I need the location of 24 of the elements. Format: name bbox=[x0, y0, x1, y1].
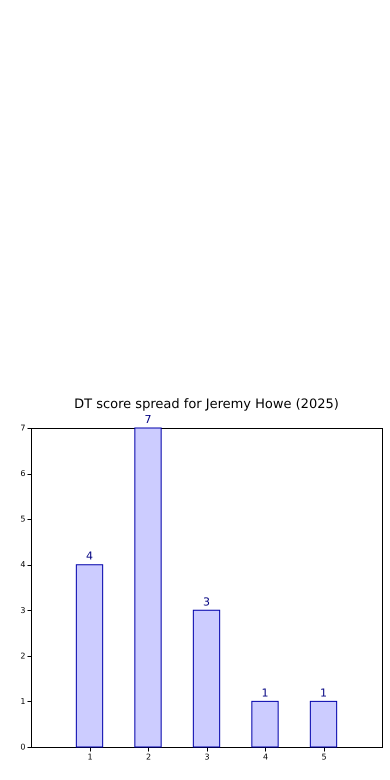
x-tick-label: 3 bbox=[204, 752, 210, 762]
x-tick-label: 5 bbox=[321, 752, 327, 762]
data-label: 3 bbox=[203, 595, 210, 608]
data-label: 1 bbox=[320, 686, 327, 700]
y-tick-label: 2 bbox=[20, 651, 26, 660]
x-tick-label: 4 bbox=[262, 752, 268, 762]
y-tick-label: 4 bbox=[20, 560, 26, 570]
x-tick-label: 1 bbox=[87, 752, 93, 762]
y-tick-label: 3 bbox=[20, 606, 26, 615]
data-label: 4 bbox=[86, 550, 93, 563]
chart-title: DT score spread for Jeremy Howe (2025) bbox=[74, 397, 339, 412]
data-label: 7 bbox=[144, 413, 152, 426]
bar bbox=[192, 610, 220, 748]
bar bbox=[76, 564, 104, 748]
bar bbox=[310, 700, 338, 748]
y-tick-label: 1 bbox=[20, 696, 26, 706]
y-tick-label: 6 bbox=[20, 469, 26, 478]
y-tick-label: 7 bbox=[20, 424, 26, 432]
y-tick-label: 0 bbox=[20, 742, 26, 752]
y-tick-label: 5 bbox=[20, 514, 26, 524]
bar bbox=[251, 700, 279, 748]
x-tick-label: 2 bbox=[146, 752, 152, 762]
bar bbox=[134, 428, 162, 748]
data-label: 1 bbox=[262, 686, 268, 700]
